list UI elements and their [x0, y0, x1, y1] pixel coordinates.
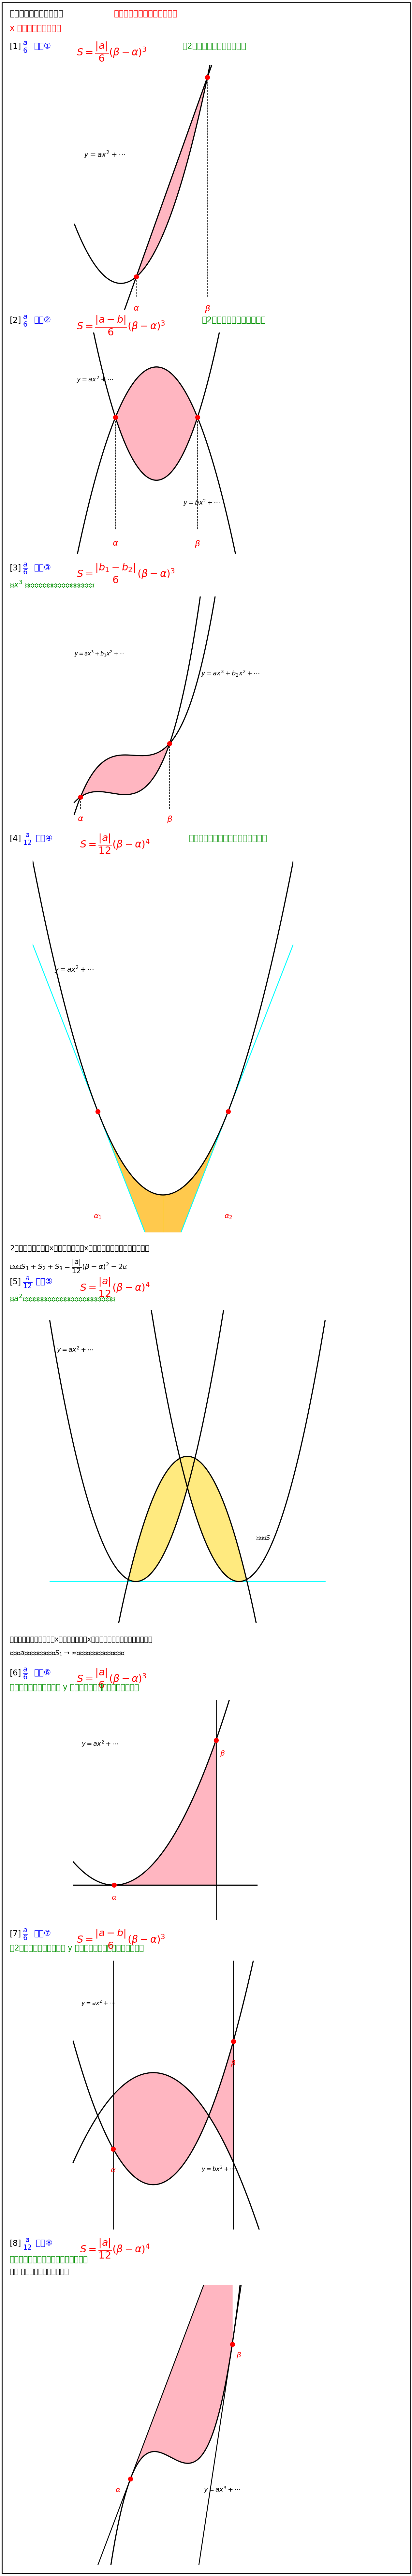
Text: $y = ax^2 + \cdots$: $y = ax^2 + \cdots$ — [54, 963, 94, 974]
Text: $\alpha$: $\alpha$ — [115, 2486, 121, 2494]
Text: （$a^2$の係数が同じ３つの２次関数とその連接線間の面積）: （$a^2$の係数が同じ３つの２次関数とその連接線間の面積） — [10, 1293, 116, 1303]
Text: $\frac{a}{6}$: $\frac{a}{6}$ — [23, 41, 28, 54]
Text: $\beta$: $\beta$ — [195, 538, 200, 549]
Text: 最高次の係数と交点・接点の: 最高次の係数と交点・接点の — [114, 10, 178, 18]
Text: $S=\dfrac{|a|}{12}(\beta-\alpha)^4$: $S=\dfrac{|a|}{12}(\beta-\alpha)^4$ — [80, 832, 150, 855]
Text: 公式⑧: 公式⑧ — [36, 2239, 53, 2246]
Text: [5]: [5] — [10, 1278, 21, 1285]
Text: [3]: [3] — [10, 564, 21, 572]
Text: $\alpha_1$: $\alpha_1$ — [94, 1213, 102, 1221]
Text: $\beta$: $\beta$ — [220, 1749, 225, 1757]
Text: $\alpha$: $\alpha$ — [111, 1893, 117, 1901]
Text: $\frac{a}{12}$: $\frac{a}{12}$ — [23, 2239, 32, 2251]
Text: $S=\dfrac{|a|}{12}(\beta-\alpha)^4$: $S=\dfrac{|a|}{12}(\beta-\alpha)^4$ — [80, 2239, 150, 2259]
Text: （１ 本でよいところに注目）: （１ 本でよいところに注目） — [10, 2269, 69, 2275]
Text: $\alpha$: $\alpha$ — [110, 2166, 116, 2174]
Text: $y = ax^2 + \cdots$: $y = ax^2 + \cdots$ — [84, 149, 126, 160]
Text: $\beta$: $\beta$ — [167, 814, 173, 824]
Text: $y = bx^2 + \cdots$: $y = bx^2 + \cdots$ — [201, 2166, 235, 2174]
Text: $y = ax^2 + \cdots$: $y = ax^2 + \cdots$ — [77, 376, 113, 384]
Text: （２次関数と２つの接線間の面積）: （２次関数と２つの接線間の面積） — [189, 835, 267, 842]
Text: $\beta$: $\beta$ — [231, 2058, 236, 2066]
Text: 公式⑤: 公式⑤ — [36, 1278, 53, 1285]
Text: $\frac{a}{6}$: $\frac{a}{6}$ — [23, 562, 28, 574]
Text: $y = ax^2 + \cdots$: $y = ax^2 + \cdots$ — [82, 1739, 118, 1749]
Text: $y = ax^3 + b_2x^2 + \cdots$: $y = ax^3 + b_2x^2 + \cdots$ — [201, 670, 260, 677]
Text: これらの部分の面積は，: これらの部分の面積は， — [10, 10, 63, 18]
Text: $y = bx^2 + \cdots$: $y = bx^2 + \cdots$ — [183, 497, 220, 507]
Text: [1]: [1] — [10, 41, 21, 49]
Text: また，$S_1+S_2+S_3 = \dfrac{|a|}{12}(\beta-\alpha)^2 - 2$）: また，$S_1+S_2+S_3 = \dfrac{|a|}{12}(\beta-… — [10, 1257, 127, 1275]
Text: [4]: [4] — [10, 835, 21, 842]
Text: $S=\dfrac{|a|}{6}(\beta-\alpha)^3$: $S=\dfrac{|a|}{6}(\beta-\alpha)^3$ — [77, 1667, 147, 1690]
Text: （２次関数とその接線と y 軸に平行な直線で囲まれた面積）: （２次関数とその接線と y 軸に平行な直線で囲まれた面積） — [10, 1685, 139, 1692]
Text: $\frac{a}{6}$: $\frac{a}{6}$ — [23, 1927, 28, 1942]
Text: 公式③: 公式③ — [34, 564, 52, 572]
Text: [2]: [2] — [10, 317, 21, 325]
Text: $\beta$: $\beta$ — [205, 304, 210, 314]
Text: $S=\dfrac{|a-b|}{6}(\beta-\alpha)^3$: $S=\dfrac{|a-b|}{6}(\beta-\alpha)^3$ — [77, 1927, 165, 1950]
Text: $y = ax^2 + \cdots$: $y = ax^2 + \cdots$ — [57, 1345, 94, 1355]
Text: 公式②: 公式② — [34, 317, 52, 325]
Text: [8]: [8] — [10, 2239, 21, 2246]
Text: x 座標だけで求まる．: x 座標だけで求まる． — [10, 23, 61, 33]
Text: $\alpha$: $\alpha$ — [112, 538, 118, 546]
Text: （2つの２次関数間の面積）: （2つの２次関数間の面積） — [202, 317, 266, 325]
Text: $\frac{a}{6}$: $\frac{a}{6}$ — [23, 314, 28, 327]
Text: ここも$S$: ここも$S$ — [256, 1535, 270, 1540]
Text: （３次関数上と２つの接線間の面積）: （３次関数上と２つの接線間の面積） — [10, 2257, 88, 2264]
Text: 公式①: 公式① — [34, 41, 52, 49]
Text: $\alpha$: $\alpha$ — [133, 304, 139, 312]
Text: 公式⑦: 公式⑦ — [34, 1929, 52, 1937]
Text: $y = ax^3 + \cdots$: $y = ax^3 + \cdots$ — [204, 2486, 241, 2494]
Text: [7]: [7] — [10, 1929, 21, 1937]
Text: ２つの２次関数の交点のx座標が，接点のx座標の中点になることも覚えた，: ２つの２次関数の交点のx座標が，接点のx座標の中点になることも覚えた， — [10, 1636, 152, 1643]
Text: $y = ax^3 + b_1x^2 + \cdots$: $y = ax^3 + b_1x^2 + \cdots$ — [74, 649, 124, 657]
Text: また，$a$の大きさによって，$S_1 \to \infty$になる．これを利用してよい．: また，$a$の大きさによって，$S_1 \to \infty$になる．これを利用… — [10, 1649, 125, 1656]
Text: 公式④: 公式④ — [36, 835, 53, 842]
Text: $S=\dfrac{|a-b|}{6}(\beta-\alpha)^3$: $S=\dfrac{|a-b|}{6}(\beta-\alpha)^3$ — [77, 314, 165, 337]
Text: $\frac{a}{12}$: $\frac{a}{12}$ — [23, 1275, 32, 1291]
Text: [6]: [6] — [10, 1669, 21, 1677]
Text: 公式⑥: 公式⑥ — [34, 1669, 52, 1677]
Text: $S=\dfrac{|b_1-b_2|}{6}(\beta-\alpha)^3$: $S=\dfrac{|b_1-b_2|}{6}(\beta-\alpha)^3$ — [77, 562, 175, 585]
Text: （$x^3$ の係数が同じ２つの３次関数間の面積）: （$x^3$ の係数が同じ２つの３次関数間の面積） — [10, 580, 95, 590]
Text: （2次関数と直線間の面積）: （2次関数と直線間の面積） — [183, 41, 246, 49]
Text: 2つの接線の交点のx座標が，接点のx座標の中点になることも覚え，: 2つの接線の交点のx座標が，接点のx座標の中点になることも覚え， — [10, 1244, 150, 1252]
Text: （2つの異なる２次関数と y 軸に平行な直線で囲まれた面積）: （2つの異なる２次関数と y 軸に平行な直線で囲まれた面積） — [10, 1945, 144, 1953]
Text: $S=\dfrac{|a|}{12}(\beta-\alpha)^4$: $S=\dfrac{|a|}{12}(\beta-\alpha)^4$ — [80, 1275, 150, 1298]
Text: $\alpha$: $\alpha$ — [77, 814, 84, 822]
Text: $y = ax^2 + \cdots$: $y = ax^2 + \cdots$ — [81, 1999, 115, 2007]
Text: $S=\dfrac{|a|}{6}(\beta-\alpha)^3$: $S=\dfrac{|a|}{6}(\beta-\alpha)^3$ — [77, 41, 147, 62]
Text: $\frac{a}{6}$: $\frac{a}{6}$ — [23, 1667, 28, 1680]
Text: $\alpha_2$: $\alpha_2$ — [224, 1213, 232, 1221]
Text: $\beta$: $\beta$ — [236, 2352, 241, 2360]
Text: $\frac{a}{12}$: $\frac{a}{12}$ — [23, 832, 32, 845]
